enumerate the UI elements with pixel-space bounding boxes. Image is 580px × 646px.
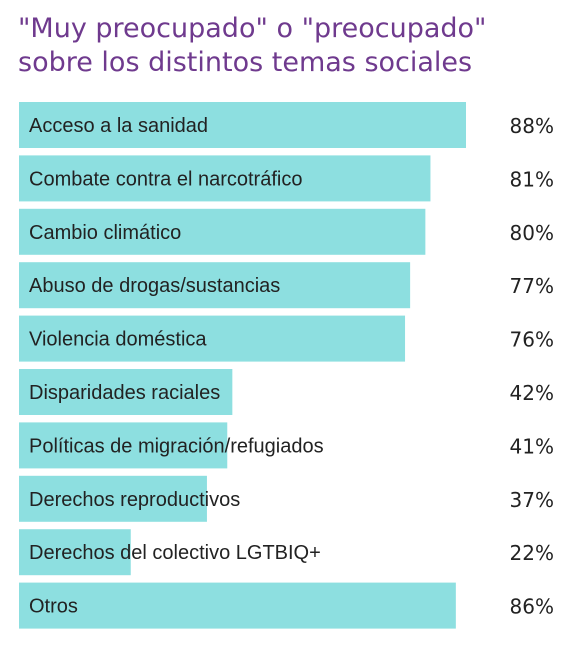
- value-label-5: 76%: [510, 328, 554, 352]
- bar-4: [19, 262, 411, 309]
- bar-7: [19, 422, 228, 469]
- bar-10: [19, 582, 456, 629]
- chart-title-line-1: "Muy preocupado" o "preocupado": [18, 13, 487, 44]
- bar-8: [19, 475, 207, 522]
- category-label-5: Violencia doméstica: [29, 329, 207, 351]
- bar-2: [19, 155, 431, 202]
- value-label-3: 80%: [510, 221, 554, 245]
- category-label-6: Disparidades raciales: [29, 382, 220, 404]
- bar-9: [19, 529, 131, 576]
- bar-5: [19, 315, 406, 362]
- value-label-4: 77%: [510, 274, 554, 298]
- value-label-1: 88%: [510, 114, 554, 138]
- value-label-6: 42%: [510, 381, 554, 405]
- value-label-7: 41%: [510, 434, 554, 458]
- bar-6: [19, 369, 233, 415]
- category-label-2: Combate contra el narcotráfico: [29, 168, 302, 190]
- value-label-10: 86%: [510, 595, 554, 619]
- value-label-8: 37%: [510, 488, 554, 512]
- category-label-1: Acceso a la sanidad: [29, 115, 208, 137]
- chart-title: "Muy preocupado" o "preocupado" sobre lo…: [18, 12, 563, 80]
- value-label-2: 81%: [510, 167, 554, 191]
- value-label-9: 22%: [510, 541, 554, 565]
- chart-title-line-2: sobre los distintos temas sociales: [18, 47, 473, 78]
- category-label-10: Otros: [29, 596, 78, 618]
- bar-1: [19, 102, 466, 148]
- category-label-8: Derechos reproductivos: [29, 489, 240, 511]
- category-label-3: Cambio climático: [29, 222, 181, 244]
- category-label-4: Abuso de drogas/sustancias: [29, 275, 280, 297]
- category-label-9: Derechos del colectivo LGTBIQ+: [29, 542, 321, 564]
- bar-3: [19, 208, 426, 255]
- category-label-7: Políticas de migración/refugiados: [29, 435, 324, 457]
